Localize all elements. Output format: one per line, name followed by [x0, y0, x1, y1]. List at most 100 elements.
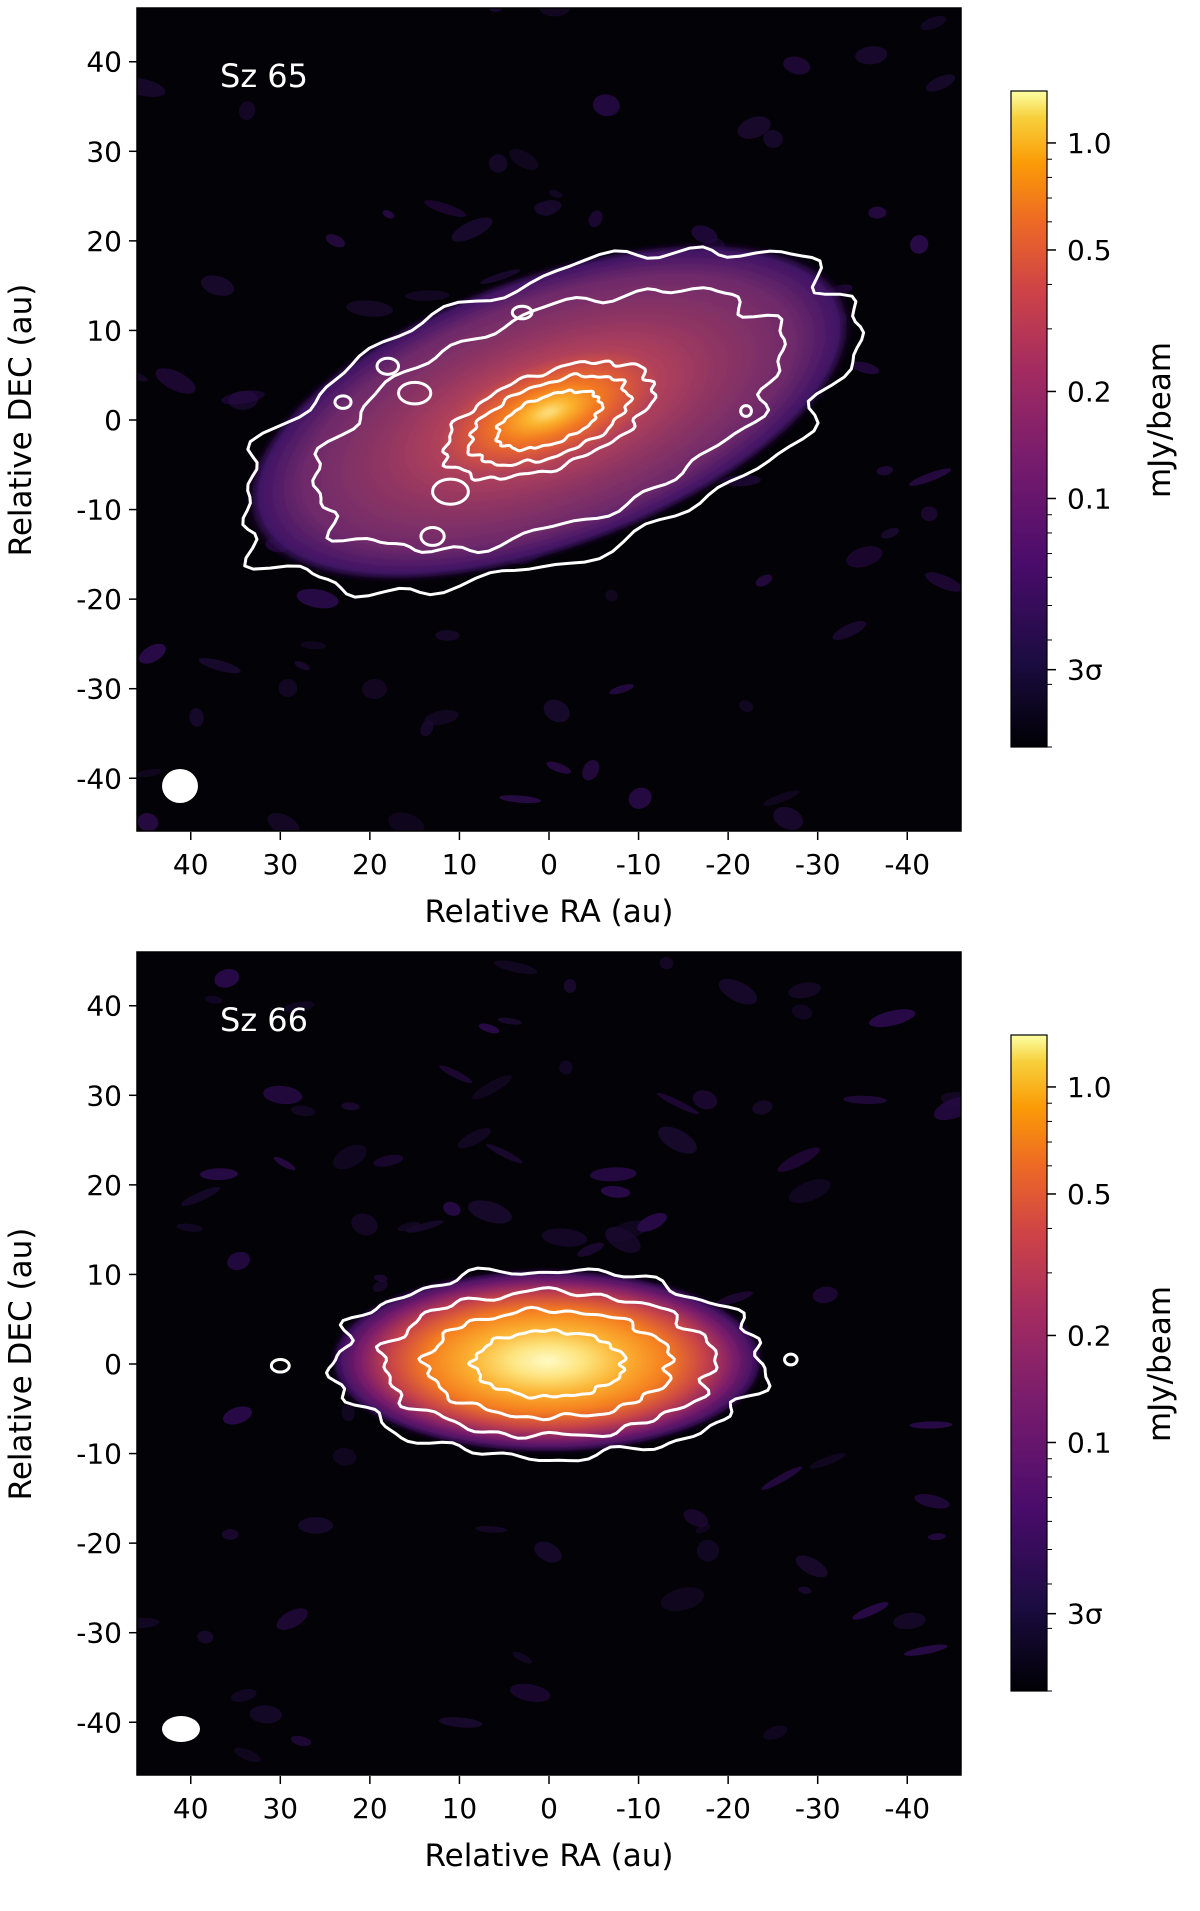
noise-blob — [582, 760, 600, 781]
noise-blob — [486, 1144, 523, 1164]
x-tick-label: 0 — [540, 848, 558, 881]
noise-blob — [605, 589, 618, 602]
beam-ellipse — [162, 769, 198, 803]
noise-blob — [468, 1200, 512, 1224]
noise-blob — [451, 217, 493, 242]
noise-blob — [200, 275, 235, 296]
panel-sz66: Sz 66 40 30 20 10 0 -10 -20 -30 -40 40 30 20 10 0 -10… — [3, 951, 1178, 1874]
y-tick-label: -30 — [76, 1617, 122, 1650]
noise-blob — [361, 678, 388, 700]
noise-blob — [590, 1167, 637, 1182]
noise-blob — [795, 1555, 828, 1578]
noise-blob — [405, 290, 450, 301]
noise-blob — [221, 390, 265, 405]
noise-blob — [761, 1466, 803, 1491]
noise-blob — [842, 1095, 887, 1105]
x-tick-label: -40 — [884, 1792, 930, 1825]
noise-blob — [920, 15, 947, 31]
noise-blob — [752, 1100, 773, 1115]
noise-blob — [577, 1242, 604, 1257]
noise-blob — [278, 678, 298, 698]
noise-blob — [763, 1725, 788, 1740]
y-tick-label: -40 — [76, 762, 122, 795]
noise-blob — [397, 1221, 421, 1232]
noise-blob — [325, 234, 345, 248]
x-tick-label: -30 — [795, 1792, 841, 1825]
noise-blob — [189, 708, 204, 727]
noise-blob — [559, 1060, 573, 1075]
noise-blob — [592, 94, 620, 117]
noise-blob — [535, 199, 562, 215]
background-noise — [137, 956, 961, 1763]
contour-island — [510, 304, 534, 321]
y-tick-label: 0 — [104, 404, 122, 437]
x-tick-label: -20 — [705, 1792, 751, 1825]
noise-blob — [852, 1602, 889, 1620]
noise-blob — [773, 806, 804, 830]
noise-blob — [534, 1541, 562, 1563]
noise-blob — [658, 1126, 697, 1154]
beam-ellipse — [162, 1716, 200, 1742]
noise-blob — [715, 1291, 754, 1306]
noise-blob — [488, 154, 508, 173]
noise-blob — [294, 661, 310, 671]
noise-blob — [910, 235, 929, 254]
x-tick-label: -40 — [884, 848, 930, 881]
noise-blob — [637, 1212, 667, 1232]
noise-blob — [600, 1185, 631, 1198]
colorbar: 1.0 0.5 0.2 0.1 3σ mJy/beam — [1010, 90, 1178, 748]
noise-blob — [373, 1274, 388, 1282]
noise-blob — [763, 129, 783, 148]
noise-blob — [692, 1090, 718, 1110]
noise-blob — [497, 1017, 522, 1025]
panel-sz65: Sz 65 40 30 20 10 0 -10 -20 -30 -40 40 30 20 10 0 -10… — [3, 7, 1178, 930]
noise-blob — [809, 1453, 846, 1469]
colorbar-tick-label: 0.5 — [1067, 234, 1112, 267]
noise-blob — [199, 1168, 238, 1181]
noise-blob — [341, 1102, 360, 1111]
noise-blob — [239, 101, 256, 121]
contour-line — [441, 359, 658, 482]
noise-blob — [876, 466, 894, 476]
noise-blob — [509, 149, 539, 171]
x-tick-label: -10 — [616, 848, 662, 881]
contour-island — [431, 477, 470, 506]
contour-line — [311, 286, 787, 555]
noise-blob — [605, 1226, 641, 1253]
noise-blob — [176, 1223, 203, 1232]
noise-blob — [691, 225, 718, 244]
noise-blob — [198, 658, 241, 674]
noise-blob — [137, 77, 166, 97]
noise-blob — [499, 795, 542, 804]
noise-blob — [851, 361, 880, 375]
x-axis-label: Relative RA (au) — [424, 1838, 673, 1874]
noise-blob — [755, 574, 773, 587]
noise-blob — [137, 768, 163, 778]
noise-blob — [443, 1201, 461, 1216]
contour-island — [397, 380, 433, 406]
y-tick-label: -30 — [76, 673, 122, 706]
y-tick-label: 40 — [86, 46, 122, 79]
disk-emission — [242, 241, 856, 583]
noise-blob — [925, 572, 961, 592]
noise-blob — [855, 46, 888, 65]
colorbar-tick-label: 0.1 — [1067, 482, 1112, 515]
x-tick-label: 10 — [442, 1792, 478, 1825]
contour-island — [419, 525, 446, 547]
noise-blob — [263, 1085, 303, 1105]
noise-blob — [382, 210, 395, 219]
noise-blob — [300, 641, 326, 650]
noise-blob — [139, 643, 166, 664]
noise-blob — [296, 588, 339, 609]
colorbar-frame — [1010, 1034, 1048, 1692]
noise-blob — [373, 1154, 404, 1167]
noise-blob — [332, 1447, 357, 1466]
x-axis-label: Relative RA (au) — [424, 894, 673, 930]
colorbar-tick-label: 0.5 — [1067, 1178, 1112, 1211]
x-tick-label: 20 — [352, 1792, 388, 1825]
y-tick-label: -20 — [76, 583, 122, 616]
contour-island — [375, 356, 401, 376]
noise-blob — [881, 527, 900, 539]
noise-blob — [868, 206, 887, 219]
noise-blob — [659, 956, 674, 970]
